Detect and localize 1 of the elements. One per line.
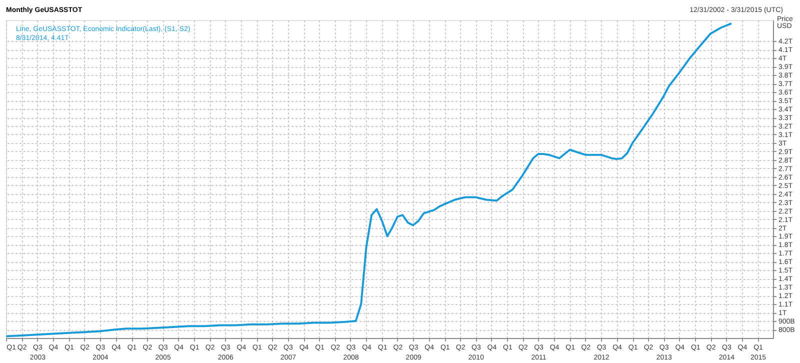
line-series bbox=[5, 22, 733, 338]
